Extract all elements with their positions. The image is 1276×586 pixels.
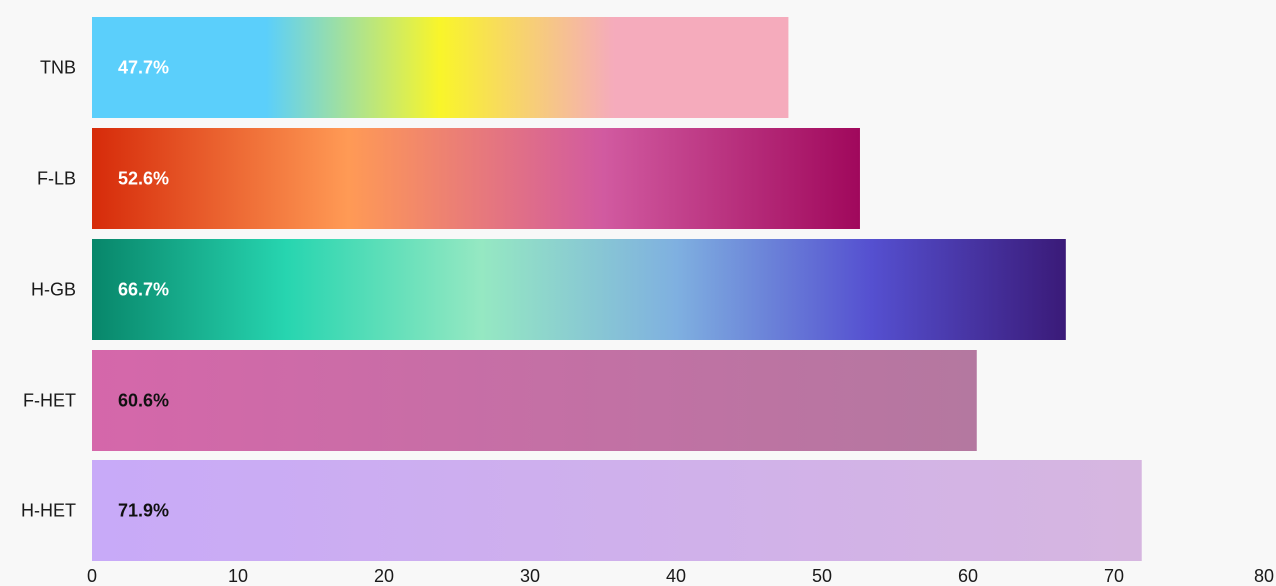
category-label-tnb: TNB bbox=[40, 58, 76, 78]
bar-h-het bbox=[92, 460, 1142, 561]
x-tick-label-70: 70 bbox=[1104, 566, 1124, 586]
x-tick-label-0: 0 bbox=[87, 566, 97, 586]
x-tick-label-40: 40 bbox=[666, 566, 686, 586]
data-label-f-lb: 52.6% bbox=[118, 169, 169, 189]
x-tick-label-30: 30 bbox=[520, 566, 540, 586]
x-axis-ticks-group: 0 10 20 30 40 50 60 70 80 bbox=[87, 566, 1274, 586]
bar-h-gb bbox=[92, 239, 1066, 340]
x-tick-label-60: 60 bbox=[958, 566, 978, 586]
category-label-h-het: H-HET bbox=[21, 501, 76, 521]
category-label-f-lb: F-LB bbox=[37, 169, 76, 189]
bar-f-het bbox=[92, 350, 977, 451]
x-tick-label-20: 20 bbox=[374, 566, 394, 586]
bar-tnb bbox=[92, 17, 789, 118]
bar-f-lb bbox=[92, 128, 860, 229]
category-labels-group: TNB F-LB H-GB F-HET H-HET bbox=[21, 58, 76, 521]
data-label-h-het: 71.9% bbox=[118, 501, 169, 521]
x-tick-label-10: 10 bbox=[228, 566, 248, 586]
category-label-h-gb: H-GB bbox=[31, 280, 76, 300]
bars-group: 47.7% 52.6% 66.7% 60.6% 71.9% bbox=[92, 17, 1142, 561]
data-label-tnb: 47.7% bbox=[118, 58, 169, 78]
category-label-f-het: F-HET bbox=[23, 391, 76, 411]
x-tick-label-50: 50 bbox=[812, 566, 832, 586]
x-tick-label-80: 80 bbox=[1254, 566, 1274, 586]
data-label-f-het: 60.6% bbox=[118, 391, 169, 411]
data-label-h-gb: 66.7% bbox=[118, 280, 169, 300]
